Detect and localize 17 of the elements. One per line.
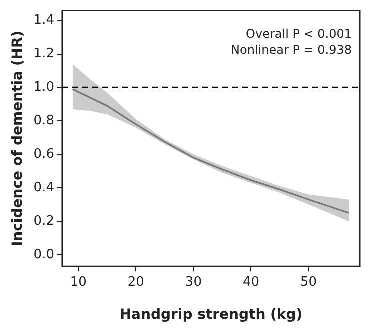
x-tick-label: 50 xyxy=(300,274,318,290)
x-tick-label: 40 xyxy=(242,274,260,290)
x-tick-label: 30 xyxy=(185,274,202,290)
y-tick-label: 1.2 xyxy=(34,46,54,62)
y-tick-label: 0.8 xyxy=(34,114,54,129)
annotation: Nonlinear P = 0.938 xyxy=(231,42,352,57)
y-tick-label: 1.0 xyxy=(34,80,54,96)
y-tick-label: 1.4 xyxy=(34,13,54,28)
x-tick-label: 10 xyxy=(70,274,87,290)
y-tick-label: 0.0 xyxy=(34,247,54,262)
y-tick-label: 0.6 xyxy=(34,146,54,162)
x-axis-title: Handgrip strength (kg) xyxy=(120,307,303,324)
annotation: Overall P < 0.001 xyxy=(246,26,352,41)
y-tick-label: 0.4 xyxy=(34,180,54,196)
y-axis-title: Incidence of dementia (HR) xyxy=(10,30,26,247)
y-tick-label: 0.2 xyxy=(34,214,54,229)
x-tick-label: 20 xyxy=(128,274,144,290)
